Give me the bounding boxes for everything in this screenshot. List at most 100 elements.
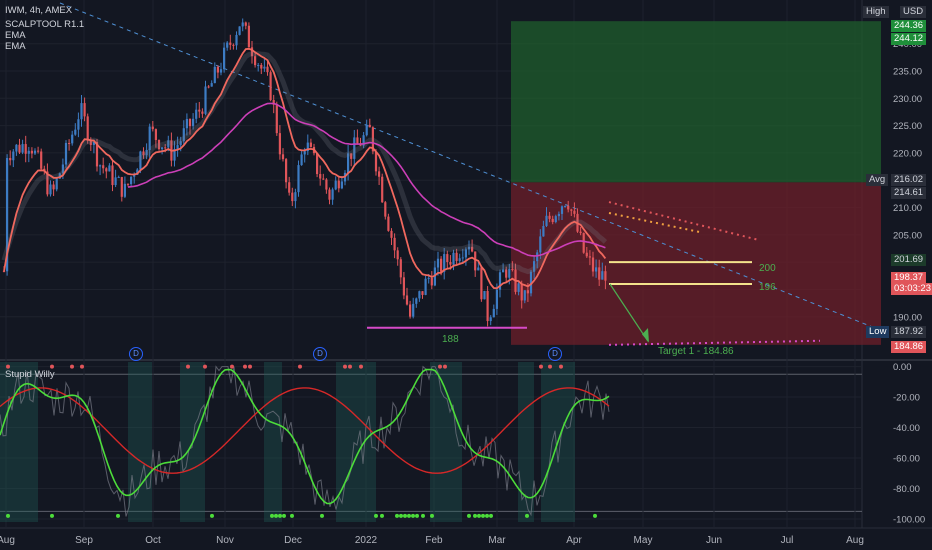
dividend-marker-3[interactable]: D [548,347,562,361]
loss-zone [511,182,881,345]
time-tick-label: Oct [145,535,161,546]
candle-body [86,116,89,141]
candle-body [486,291,489,322]
candle-body [548,215,551,219]
candle-body [393,237,396,251]
candle-body [477,267,480,271]
candle-body [498,272,502,290]
candle-body [396,250,399,260]
candle-body [213,66,216,84]
candle-body [316,153,319,175]
low-price-tag: 187.92 [891,326,927,338]
candle-body [288,182,291,193]
indicator-ema-2[interactable]: EMA [5,41,26,52]
oversold-dot [274,513,278,518]
oscillator-main-line [0,368,610,505]
dividend-marker-2[interactable]: D [313,347,327,361]
candle-body [204,86,207,114]
candle-body [238,26,241,35]
candle-body [440,258,443,272]
candle-body [15,144,18,152]
candle-body [30,150,33,154]
target-label: Target 1 - 184.86 [658,346,734,357]
candle-body [120,177,123,197]
overbought-dot [348,364,352,369]
candle-body [390,230,393,238]
candle-body [74,129,77,135]
candle-body [176,145,179,150]
entry-price-tag: 214.61 [891,187,927,199]
oversold-dot [282,513,286,518]
candle-body [24,144,27,154]
candle-body [340,181,343,189]
oversold-dot [278,513,282,518]
oversold-dot [290,513,294,518]
profit-zone [511,21,881,183]
candle-body [142,151,145,156]
oversold-dot [411,513,415,518]
price-tick-label: 190.00 [893,312,922,323]
candle-body [365,124,368,136]
candle-body [37,150,40,152]
high-price-tag-1: 244.36 [891,20,927,32]
price-tick-label: 205.00 [893,230,922,241]
last-price-tag-1: 201.69 [891,254,927,266]
overbought-dot [298,364,302,369]
candle-body [579,231,582,234]
currency-label[interactable]: USD [900,6,927,18]
oversold-dot [395,513,399,518]
candle-body [250,47,254,57]
candle-body [89,140,92,145]
candle-body [554,216,557,223]
dividend-marker-1[interactable]: D [129,347,143,361]
candle-body [254,56,257,66]
candle-body [61,164,64,174]
candle-body [167,140,170,148]
oscillator-signal-line [0,387,610,474]
oscillator-title[interactable]: Stupid Willy [5,369,55,380]
oscillator-highlight-zone [430,362,462,522]
candle-body [157,140,161,150]
candle-body [303,151,306,155]
candle-body [260,64,263,69]
oscillator-highlight-zone [128,362,152,522]
candle-body [207,86,210,88]
candle-body [58,173,61,179]
candle-body [319,174,322,179]
oversold-dot [477,513,481,518]
overbought-dot [230,364,234,369]
candle-body [502,269,505,273]
overbought-dot [186,364,190,369]
candle-body [108,165,111,172]
oversold-dot [415,513,419,518]
candle-body [52,184,55,190]
candle-body [378,171,381,177]
projection-upper-dotted [608,201,761,242]
symbol-legend[interactable]: IWM, 4h, AMEX [5,5,73,16]
indicator-scalptool[interactable]: SCALPTOOL R1.1 [5,19,85,30]
candle-body [492,308,495,318]
oversold-dot [473,513,477,518]
candle-body [269,72,272,101]
candle-body [560,206,564,214]
ema-slow-line [127,102,606,257]
candle-body [415,298,418,304]
candle-body [508,269,511,278]
candle-body [12,151,15,161]
oversold-dot [210,513,214,518]
ema-fast-line [3,47,607,290]
candle-body [526,290,529,294]
level-200-label: 200 [759,263,776,274]
indicator-ema-1[interactable]: EMA [5,30,26,41]
oversold-dot [407,513,411,518]
candle-body [117,177,120,179]
time-tick-label: 2022 [355,535,378,546]
candle-body [322,178,325,180]
candle-body [294,192,297,202]
oversold-dot [6,513,10,518]
candle-body [573,210,576,214]
candle-body [164,147,167,149]
candle-body [309,142,312,147]
candle-body [68,142,71,144]
